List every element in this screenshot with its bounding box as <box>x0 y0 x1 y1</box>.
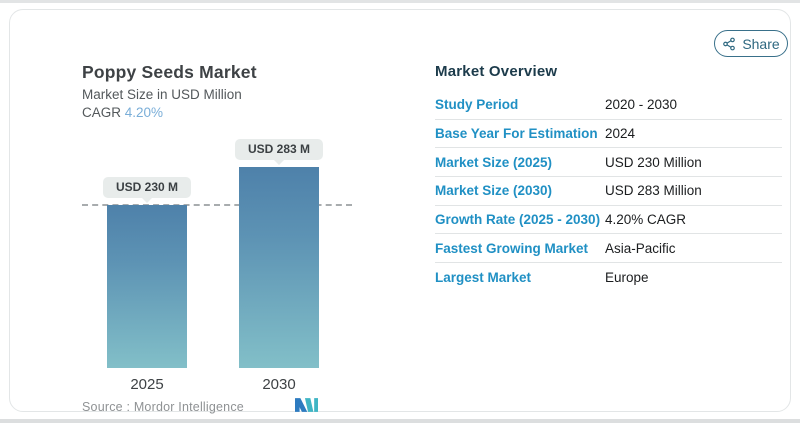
mordor-intelligence-logo <box>295 398 318 412</box>
row-label: Market Size (2030) <box>435 183 553 199</box>
row-value: 2024 <box>605 126 636 142</box>
row-label: Largest Market <box>435 269 532 285</box>
source-line: Source : Mordor Intelligence <box>82 400 244 414</box>
overview-table: Study Period 2020 - 2030 Base Year For Est… <box>435 91 782 292</box>
chart-subtitle: Market Size in USD Million <box>82 87 242 102</box>
bar-2025 <box>107 205 187 368</box>
chart-title: Poppy Seeds Market <box>82 62 257 82</box>
table-row: Base Year For Estimation 2024 <box>435 120 782 149</box>
row-value: Asia-Pacific <box>605 240 676 256</box>
reference-dashed-line <box>82 204 352 206</box>
row-label: Base Year For Estimation <box>435 126 598 142</box>
row-label: Market Size (2025) <box>435 154 553 170</box>
cagr-line: CAGR 4.20% <box>82 105 163 120</box>
x-axis-label: 2030 <box>262 376 296 393</box>
row-value: USD 230 Million <box>605 154 702 170</box>
top-edge-strip <box>0 0 800 3</box>
row-value: 4.20% CAGR <box>605 212 687 228</box>
table-row: Largest Market Europe <box>435 263 782 292</box>
row-value: 2020 - 2030 <box>605 97 678 113</box>
row-label: Study Period <box>435 97 519 113</box>
table-row: Market Size (2030) USD 283 Million <box>435 177 782 206</box>
bar-2030 <box>239 167 319 368</box>
cagr-label: CAGR <box>82 105 122 120</box>
x-axis-label: 2025 <box>130 376 164 393</box>
table-row: Study Period 2020 - 2030 <box>435 91 782 120</box>
bottom-edge-strip <box>0 419 800 423</box>
bar-value-label: USD 230 M <box>102 177 192 198</box>
share-nodes-icon <box>723 37 736 50</box>
table-row: Growth Rate (2025 - 2030) 4.20% CAGR <box>435 206 782 235</box>
share-button-label: Share <box>742 35 780 52</box>
row-value: Europe <box>605 269 649 285</box>
table-row: Fastest Growing Market Asia-Pacific <box>435 234 782 264</box>
bar-chart: USD 230 M 2025 USD 283 M 2030 <box>82 139 352 393</box>
bar-value-label: USD 283 M <box>234 139 324 160</box>
row-label: Growth Rate (2025 - 2030) <box>435 212 601 228</box>
cagr-value: 4.20% <box>124 105 164 120</box>
table-row: Market Size (2025) USD 230 Million <box>435 148 782 178</box>
row-value: USD 283 Million <box>605 183 702 199</box>
bar-label-pointer <box>141 197 153 203</box>
bar-label-pointer <box>273 159 285 165</box>
share-button[interactable]: Share <box>714 30 788 57</box>
row-label: Fastest Growing Market <box>435 240 589 256</box>
overview-heading: Market Overview <box>435 63 558 80</box>
report-card: Share Poppy Seeds Market Market Size in … <box>9 9 791 414</box>
